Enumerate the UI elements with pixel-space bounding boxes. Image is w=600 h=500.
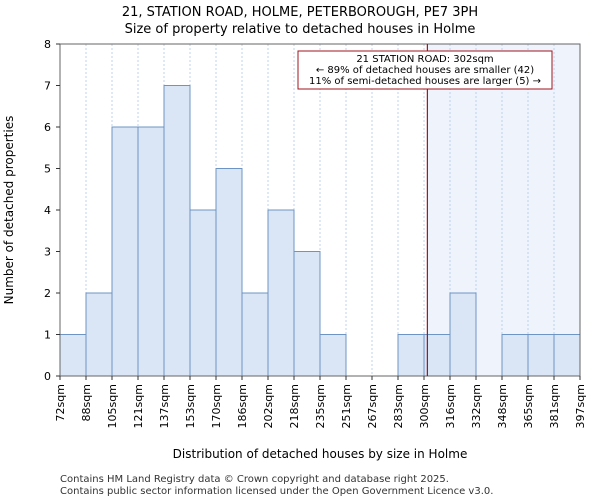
y-tick-label: 2 bbox=[44, 287, 51, 300]
x-tick-label: 121sqm bbox=[132, 384, 145, 428]
x-tick-label: 235sqm bbox=[314, 384, 327, 428]
x-tick-label: 332sqm bbox=[470, 384, 483, 428]
x-tick-label: 381sqm bbox=[548, 384, 561, 428]
x-tick-label: 267sqm bbox=[366, 384, 379, 428]
bar-121sqm bbox=[137, 126, 165, 377]
bar-170sqm bbox=[215, 168, 243, 377]
bar-348sqm bbox=[501, 334, 529, 377]
bar-202sqm bbox=[267, 209, 295, 377]
x-tick-label: 316sqm bbox=[444, 384, 457, 428]
y-axis-label: Number of detached properties bbox=[2, 116, 16, 305]
y-tick-label: 4 bbox=[44, 204, 51, 217]
x-tick-label: 105sqm bbox=[106, 384, 119, 428]
x-tick-label: 348sqm bbox=[496, 384, 509, 428]
x-tick-label: 202sqm bbox=[262, 384, 275, 428]
annotation-line-3: 11% of semi-detached houses are larger (… bbox=[309, 76, 541, 87]
x-tick-label: 397sqm bbox=[574, 384, 587, 428]
bar-283sqm bbox=[397, 334, 425, 377]
y-tick-label: 0 bbox=[44, 370, 51, 383]
y-tick-label: 7 bbox=[44, 80, 51, 93]
annotation-box bbox=[297, 50, 553, 90]
x-tick-label: 72sqm bbox=[54, 384, 67, 421]
y-tick-label: 6 bbox=[44, 121, 51, 134]
y-tick-label: 1 bbox=[44, 329, 51, 342]
x-axis-ticks: 72sqm 88sqm 105sqm 121sqm 137sqm 153sqm 170sqm… bbox=[54, 376, 587, 428]
annotation-line-2: ← 89% of detached houses are smaller (42… bbox=[316, 65, 534, 76]
x-tick-label: 170sqm bbox=[210, 384, 223, 428]
bar-186sqm bbox=[241, 292, 269, 377]
bar-105sqm bbox=[111, 126, 139, 377]
bar-88sqm bbox=[85, 292, 113, 377]
x-tick-label: 88sqm bbox=[80, 384, 93, 421]
x-tick-label: 218sqm bbox=[288, 384, 301, 428]
x-tick-label: 137sqm bbox=[158, 384, 171, 428]
footer-line-2: Contains public sector information licen… bbox=[60, 486, 493, 497]
annotation-line-1: 21 STATION ROAD: 302sqm bbox=[356, 54, 493, 65]
chart-title: 21, STATION ROAD, HOLME, PETERBOROUGH, P… bbox=[122, 5, 478, 20]
bar-137sqm bbox=[163, 85, 191, 377]
bar-72sqm bbox=[59, 334, 87, 377]
x-tick-label: 251sqm bbox=[340, 384, 353, 428]
x-tick-label: 300sqm bbox=[418, 384, 431, 428]
x-tick-label: 186sqm bbox=[236, 384, 249, 428]
y-tick-label: 3 bbox=[44, 246, 51, 259]
bar-365sqm bbox=[527, 334, 555, 377]
bar-235sqm bbox=[319, 334, 347, 377]
chart-subtitle: Size of property relative to detached ho… bbox=[125, 22, 476, 37]
x-tick-label: 153sqm bbox=[184, 384, 197, 428]
y-tick-label: 5 bbox=[44, 163, 51, 176]
x-tick-label: 365sqm bbox=[522, 384, 535, 428]
bar-316sqm bbox=[449, 292, 477, 377]
footer-line-1: Contains HM Land Registry data © Crown c… bbox=[60, 474, 449, 485]
x-tick-label: 283sqm bbox=[392, 384, 405, 428]
x-axis-label: Distribution of detached houses by size … bbox=[173, 447, 468, 461]
y-tick-label: 8 bbox=[44, 38, 51, 51]
bar-153sqm bbox=[189, 209, 217, 377]
bar-218sqm bbox=[293, 251, 321, 377]
bars bbox=[59, 85, 581, 377]
bar-381sqm bbox=[553, 334, 581, 377]
y-axis-ticks: 0 1 2 3 4 5 6 7 8 bbox=[44, 38, 60, 383]
